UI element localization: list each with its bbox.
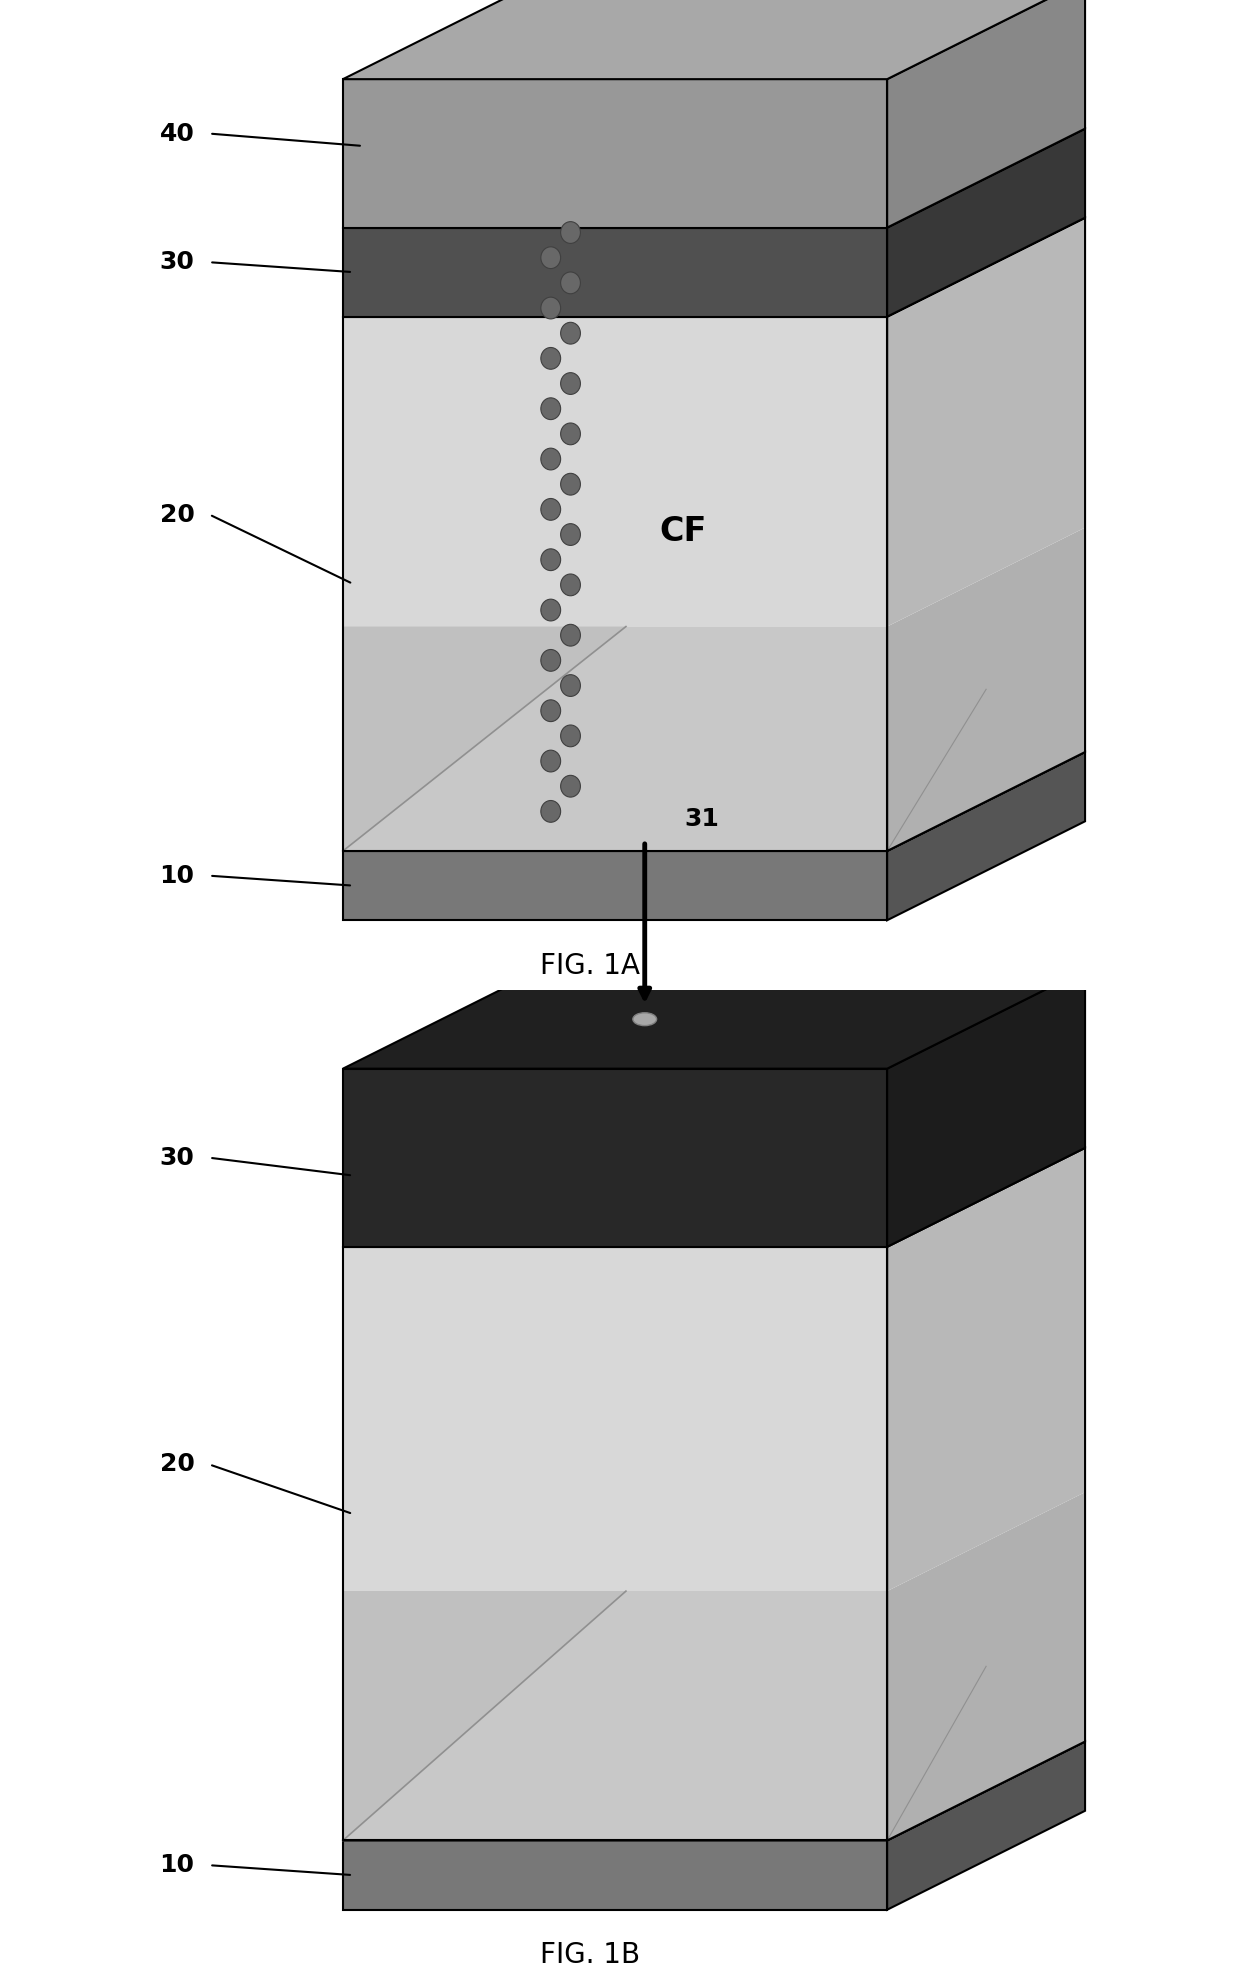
Polygon shape	[343, 79, 887, 228]
Ellipse shape	[541, 398, 560, 420]
Ellipse shape	[560, 323, 580, 344]
Polygon shape	[343, 1069, 887, 1247]
Text: 20: 20	[160, 1453, 195, 1476]
Polygon shape	[343, 317, 887, 627]
Ellipse shape	[541, 701, 560, 722]
Polygon shape	[887, 129, 1085, 317]
Polygon shape	[343, 1247, 887, 1591]
Ellipse shape	[632, 1013, 657, 1025]
Ellipse shape	[560, 524, 580, 546]
Polygon shape	[887, 528, 1085, 851]
Text: 30: 30	[160, 249, 195, 275]
Polygon shape	[887, 0, 1085, 228]
Polygon shape	[343, 627, 887, 851]
Polygon shape	[887, 1148, 1085, 1591]
Text: 10: 10	[160, 1852, 195, 1878]
Ellipse shape	[541, 447, 560, 469]
Polygon shape	[343, 627, 626, 851]
Polygon shape	[343, 752, 1085, 851]
Text: 30: 30	[160, 1146, 195, 1170]
Polygon shape	[343, 228, 887, 317]
Ellipse shape	[541, 600, 560, 621]
Polygon shape	[343, 1840, 887, 1910]
Ellipse shape	[541, 348, 560, 370]
Polygon shape	[343, 1148, 1085, 1247]
Text: FIG. 1B: FIG. 1B	[541, 1941, 640, 1969]
Polygon shape	[343, 851, 887, 920]
Text: FIG. 1A: FIG. 1A	[541, 952, 640, 980]
Ellipse shape	[560, 675, 580, 697]
Ellipse shape	[541, 297, 560, 319]
Polygon shape	[343, 970, 1085, 1069]
Polygon shape	[343, 1591, 626, 1840]
Ellipse shape	[541, 548, 560, 570]
Polygon shape	[887, 1492, 1085, 1840]
Polygon shape	[887, 752, 1085, 920]
Ellipse shape	[560, 271, 580, 293]
Ellipse shape	[541, 649, 560, 671]
Polygon shape	[343, 0, 1085, 79]
Ellipse shape	[541, 750, 560, 772]
Polygon shape	[887, 970, 1085, 1247]
Text: 20: 20	[160, 503, 195, 526]
Polygon shape	[343, 129, 1085, 228]
Ellipse shape	[560, 424, 580, 445]
Text: 10: 10	[160, 863, 195, 889]
Ellipse shape	[560, 372, 580, 394]
Ellipse shape	[560, 473, 580, 495]
Polygon shape	[887, 1742, 1085, 1910]
Polygon shape	[343, 1742, 1085, 1840]
Ellipse shape	[560, 776, 580, 798]
Text: 40: 40	[160, 121, 195, 146]
Text: CF: CF	[660, 515, 707, 548]
Ellipse shape	[560, 222, 580, 243]
Polygon shape	[343, 218, 1085, 317]
Ellipse shape	[541, 499, 560, 520]
Text: 31: 31	[684, 807, 719, 831]
Polygon shape	[343, 1591, 887, 1840]
Ellipse shape	[560, 623, 580, 645]
Polygon shape	[887, 218, 1085, 627]
Ellipse shape	[560, 724, 580, 746]
Ellipse shape	[541, 800, 560, 821]
Ellipse shape	[541, 247, 560, 269]
Ellipse shape	[560, 574, 580, 596]
